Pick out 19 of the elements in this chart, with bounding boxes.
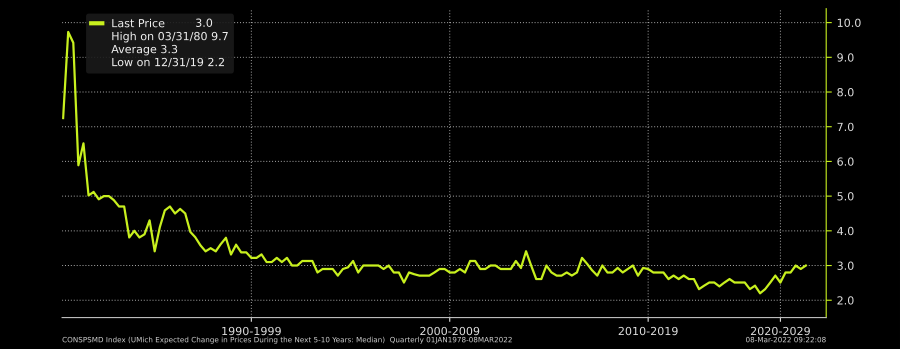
x-tick-label: 2000-2009	[420, 326, 480, 336]
y-tick-label: 5.0	[837, 192, 854, 201]
x-tick-label: 2010-2019	[618, 326, 678, 336]
y-tick-label: 2.0	[837, 296, 854, 305]
y-tick-label: 10.0	[838, 18, 861, 27]
legend-label: Last Price	[112, 18, 164, 28]
annotation: 3.0	[196, 18, 212, 27]
y-tick-label: 7.0	[838, 122, 854, 132]
annotation: Average 3.3	[111, 44, 178, 56]
annotation: Low on 12/31/19 2.2	[112, 58, 224, 68]
line-series	[62, 30, 807, 294]
y-tick-label: 9.0	[837, 53, 854, 62]
x-tick-label: 1990-1999	[222, 326, 281, 336]
y-tick-label: 3.0	[837, 262, 854, 270]
x-tick-label: 2020-2029	[750, 326, 810, 336]
y-tick-label: 4.0	[837, 226, 854, 236]
annotation: High on 03/31/80 9.7	[112, 32, 228, 42]
y-tick-label: 6.0	[837, 157, 854, 166]
y-tick-label: 8.0	[837, 88, 854, 96]
